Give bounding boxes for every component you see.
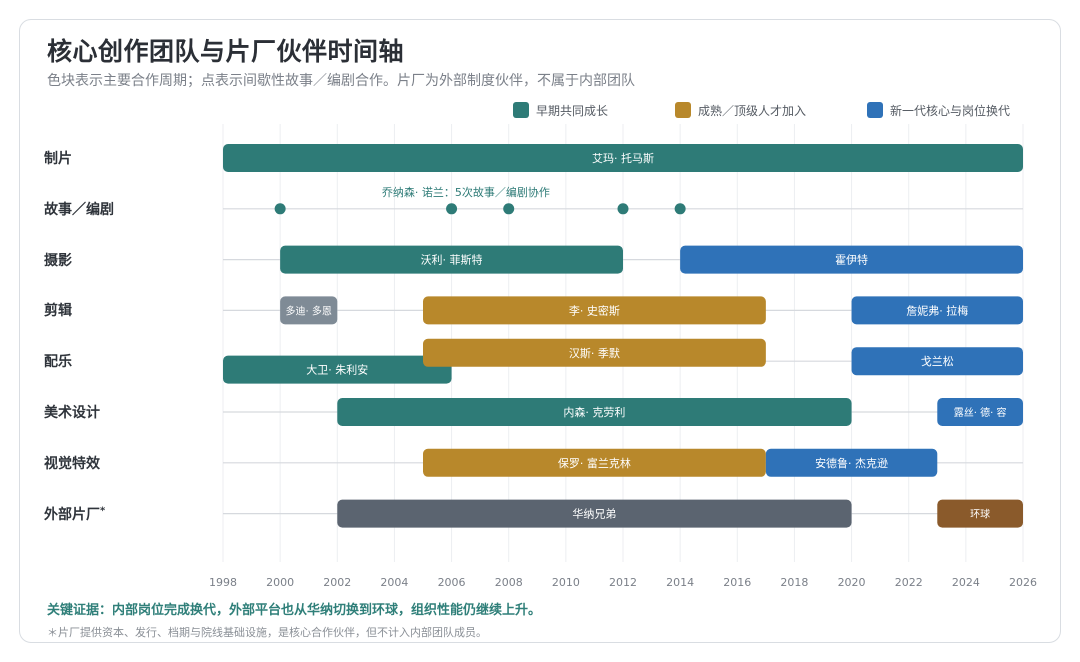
timeline-bar [423, 296, 766, 325]
x-tick-label: 2016 [723, 576, 751, 589]
x-tick-label: 2022 [895, 576, 923, 589]
legend-item-2: 新一代核心与岗位换代 [867, 100, 1010, 120]
row-label: 美术设计 [44, 405, 100, 421]
bar-label: 露丝· 德· 容 [954, 406, 1007, 419]
bar-label: 艾玛· 托马斯 [592, 151, 654, 165]
timeline-bar [280, 296, 338, 325]
legend-label: 早期共同成长 [536, 103, 609, 118]
key-evidence-note: 关键证据：内部岗位完成换代，外部平台也从华纳切换到环球，组织性能仍继续上升。 [47, 603, 542, 618]
bar-label: 环球 [970, 508, 990, 521]
collab-point [274, 203, 286, 215]
x-tick-label: 2008 [495, 576, 523, 589]
timeline-bar [851, 296, 1023, 325]
points-annotation: 乔纳森· 诺兰：5次故事／编剧协作 [382, 185, 550, 199]
bar-label: 汉斯· 季默 [569, 347, 620, 360]
footnote: ＊片厂提供资本、发行、档期与院线基础设施，是核心合作伙伴，但不计入内部团队成员。 [47, 626, 487, 639]
timeline-bar [337, 398, 852, 426]
x-tick-label: 2020 [838, 576, 866, 589]
timeline-bar [937, 499, 1023, 528]
row-label: 制片 [44, 151, 72, 167]
legend-swatch [513, 102, 529, 118]
bar-label: 安德鲁· 杰克逊 [815, 456, 888, 470]
chart-card [19, 19, 1061, 643]
row-label: 剪辑 [44, 303, 72, 320]
collab-point [446, 203, 458, 215]
legend-swatch [675, 102, 691, 118]
row-label: 故事／编剧 [44, 201, 114, 218]
x-tick-label: 1998 [209, 576, 237, 589]
row-label: 外部片厂* [44, 504, 106, 523]
collab-point [503, 203, 515, 215]
x-tick-label: 2002 [323, 576, 351, 589]
chart-subtitle: 色块表示主要合作周期；点表示间歇性故事／编剧合作。片厂为外部制度伙伴，不属于内部… [47, 73, 635, 89]
legend-item-0: 早期共同成长 [513, 100, 608, 120]
bar-label: 霍伊特 [835, 253, 868, 267]
bar-label: 大卫· 朱利安 [306, 363, 368, 377]
timeline-bar [223, 355, 452, 384]
timeline-bar [423, 448, 766, 477]
timeline-bar [937, 398, 1023, 426]
timeline-bar [280, 245, 623, 274]
timeline-bar [765, 448, 938, 477]
legend-label: 成熟／顶级人才加入 [698, 103, 807, 118]
legend-item-1: 成熟／顶级人才加入 [675, 100, 806, 120]
x-tick-label: 2006 [438, 576, 466, 589]
bar-label: 华纳兄弟 [572, 507, 616, 521]
collab-point [674, 203, 686, 215]
x-tick-label: 2000 [266, 576, 294, 589]
x-tick-label: 2010 [552, 576, 580, 589]
timeline-bar [337, 499, 852, 528]
bar-label: 保罗· 富兰克林 [558, 456, 631, 470]
row-label-footnote-mark: * [100, 504, 106, 516]
timeline-bar [423, 338, 766, 367]
row-label: 配乐 [44, 354, 72, 371]
x-tick-label: 2004 [380, 576, 408, 589]
collab-point [617, 203, 629, 215]
timeline-bar [223, 144, 1023, 172]
bar-label: 戈兰松 [921, 354, 954, 368]
row-label: 视觉特效 [44, 455, 100, 472]
row-label: 摄影 [44, 252, 72, 269]
timeline-bar [851, 347, 1023, 376]
x-tick-label: 2024 [952, 576, 980, 589]
bar-label: 内森· 克劳利 [563, 405, 625, 419]
bar-label: 李· 史密斯 [569, 303, 620, 317]
bar-label: 沃利· 菲斯特 [421, 253, 483, 267]
x-tick-label: 2026 [1009, 576, 1037, 589]
legend-label: 新一代核心与岗位换代 [890, 103, 1011, 118]
x-tick-label: 2014 [666, 576, 694, 589]
timeline-bar [680, 245, 1023, 274]
bar-label: 多迪· 多恩 [286, 304, 332, 317]
chart-title: 核心创作团队与片厂伙伴时间轴 [47, 37, 405, 66]
legend-swatch [867, 102, 883, 118]
bar-label: 詹妮弗· 拉梅 [906, 303, 968, 317]
x-tick-label: 2012 [609, 576, 637, 589]
x-tick-label: 2018 [780, 576, 808, 589]
